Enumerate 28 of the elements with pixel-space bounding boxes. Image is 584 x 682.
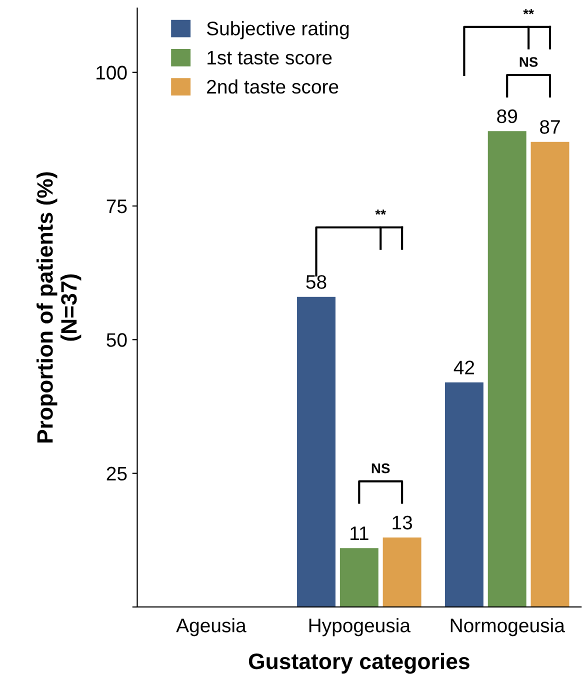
legend-label: 2nd taste score (207, 79, 338, 94)
x-axis-title: Gustatory categories (248, 652, 470, 674)
data-label: 11 (350, 526, 368, 540)
data-label: 87 (540, 120, 560, 134)
x-tick-label: Ageusia (176, 618, 246, 636)
bar (530, 142, 570, 607)
bar (444, 382, 484, 607)
x-tick-label: Hypogeusia (309, 618, 411, 636)
annotation: ** (375, 210, 386, 215)
annotation: NS (520, 57, 538, 67)
y-axis-title: Proportion of patients (%) (N=37) (36, 172, 82, 442)
legend-label: Subjective rating (206, 21, 349, 40)
bar (340, 548, 378, 607)
annotation: NS (372, 463, 390, 474)
annotation: ** (523, 9, 534, 14)
x-tick-label: Normogeusia (450, 618, 565, 636)
data-label: 42 (454, 360, 474, 374)
legend-label: 1st taste score (208, 50, 332, 65)
bar (297, 296, 336, 607)
y-tick-label: 50 (106, 333, 127, 347)
y-tick-label: 100 (96, 66, 127, 80)
data-label: 89 (497, 109, 517, 124)
y-tick-label: 25 (106, 466, 127, 481)
data-label: 13 (392, 516, 412, 530)
bar (488, 131, 526, 607)
y-tick-label: 75 (106, 200, 127, 214)
data-label: 58 (306, 275, 326, 289)
bar (382, 537, 422, 607)
